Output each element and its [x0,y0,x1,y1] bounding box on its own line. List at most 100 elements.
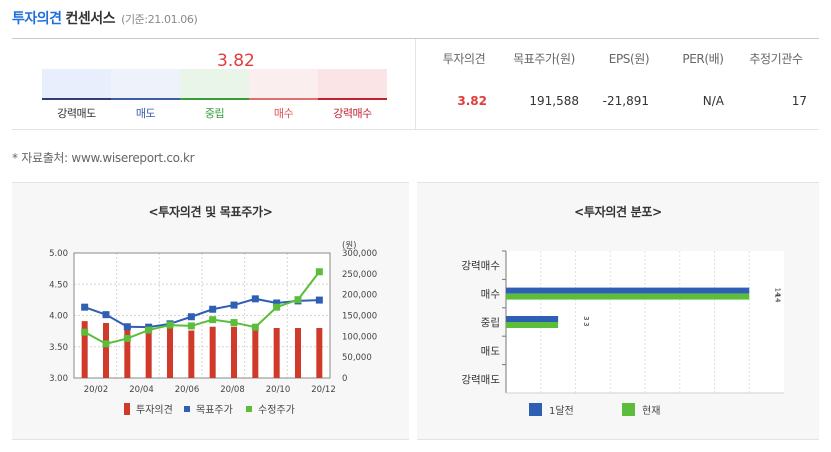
y-right-unit: (원) [342,241,356,251]
opinion-bar [188,330,195,378]
y-right-tick-label: 150,000 [342,312,377,322]
gauge-segment-line [249,98,318,100]
adjusted-price-point [187,322,195,330]
gauge-segment-line [318,98,387,100]
adjusted-price-point [273,303,281,311]
opinion-bar [124,328,131,378]
y-right-tick-label: 100,000 [342,332,377,342]
y-left-tick-label: 3.00 [49,374,68,384]
table-cell: 191,588 [529,94,579,108]
category-label: 매수 [481,289,501,301]
target-price-point [273,299,281,307]
adjusted-price-point [102,340,110,348]
opinion-bar [252,328,259,378]
gauge-value: 3.82 [217,51,255,71]
y-right-tick-label: 200,000 [342,291,377,301]
gauge-segment [42,69,111,99]
title-main: 투자의견 [12,11,62,27]
y-left-tick-label: 3.50 [49,343,68,353]
source-note: * 자료출처: www.wisereport.co.kr [12,151,195,165]
target-price-point [315,296,323,304]
x-tick-label: 20/08 [220,385,245,395]
opinion-bar [295,328,301,378]
y-right-tick-label: 0 [342,374,347,384]
legend-swatch [184,406,190,412]
legend-label: 목표주가 [196,404,233,416]
bar-data-label: 14 [773,288,781,297]
target-price-line [84,297,320,329]
x-tick-label: 20/12 [311,385,336,395]
table-header: 목표주가(원) [513,52,575,66]
gauge-label: 매도 [135,107,156,120]
category-label: 강력매도 [461,374,500,386]
x-tick-label: 20/10 [266,385,291,395]
gauge-segment-line [42,98,111,100]
target-price-point [123,323,131,331]
y-left-tick-label: 4.00 [49,312,68,322]
gauge-segment [180,69,249,99]
gauge-label: 매수 [273,107,294,120]
adjusted-price-point [315,268,323,276]
legend-label: 투자의견 [136,404,173,416]
legend-swatch [529,403,542,416]
adjusted-price-point [123,334,131,342]
title-subtitle: 컨센서스 [65,11,116,27]
table-cell: -21,891 [602,94,649,108]
legend-swatch [622,403,635,416]
target-price-point [81,303,89,311]
legend-label: 수정주가 [258,404,295,416]
bar-data-label: 14 [773,294,781,303]
table-cell: 17 [791,94,807,108]
y-right-tick-label: 300,000 [342,249,377,259]
distribution-bar [506,322,559,328]
target-price-point [230,301,238,309]
table-cell: 3.82 [457,94,487,108]
section-title: 투자의견 컨센서스 (기준:21.01.06) [12,8,198,28]
opinion-target-chart: 5.00 4.50 4.00 3.50 3.00 300,000 250,000 200,00… [49,241,377,416]
distribution-bar [506,316,559,322]
opinion-bar [273,328,280,378]
opinion-gauge: 3.82 강력매도 매도 중립 매수 강력매수 [12,39,416,129]
x-tick-label: 20/04 [129,385,154,395]
category-label: 강력매수 [461,260,500,272]
adjusted-price-point [230,319,238,327]
target-price-point [209,305,217,313]
opinion-distribution-panel: <투자의견 분포> 강력매수 매수 중립 매도 강력매도 14 3 14 3 1달전 현재 [417,182,819,440]
gauge-segment [111,69,180,99]
title-date: (기준:21.01.06) [121,13,198,26]
legend-swatch [124,403,130,415]
opinion-bar [145,328,152,378]
adjusted-price-point [294,296,302,304]
bar-data-label: 3 [582,316,590,320]
gauge-label: 중립 [204,107,225,120]
y-right-tick-label: 50,000 [342,353,372,363]
bar-data-label: 3 [582,322,590,326]
gauge-segment-line [180,98,249,100]
opinion-bar [103,323,109,378]
gauge-segment [318,69,387,99]
y-left-tick-label: 5.00 [49,249,68,259]
category-label: 매도 [481,345,501,357]
adjusted-price-point [81,328,89,336]
adjusted-price-line [84,271,321,345]
legend-swatch [246,406,252,412]
x-tick-label: 20/06 [175,385,200,395]
table-header: 추정기관수 [749,52,803,66]
adjusted-price-point [145,326,153,334]
adjusted-price-point [251,323,259,331]
legend-label: 현재 [642,405,660,417]
table-cell: N/A [702,94,724,108]
distribution-bar [506,287,750,294]
opinion-bar [231,326,237,378]
consensus-summary: 3.82 강력매도 매도 중립 매수 강력매수 투자의견 목표주가(원) EPS(원) PER… [12,38,819,130]
plot-border [73,252,331,379]
category-label: 중립 [481,316,500,329]
adjusted-price-point [166,321,174,329]
opinion-bar [81,321,88,378]
target-price-point [187,313,195,321]
y-right-tick-label: 250,000 [342,270,377,280]
opinion-bar [167,328,173,378]
gauge-segment [249,69,318,99]
x-tick-label: 20/02 [84,385,109,395]
